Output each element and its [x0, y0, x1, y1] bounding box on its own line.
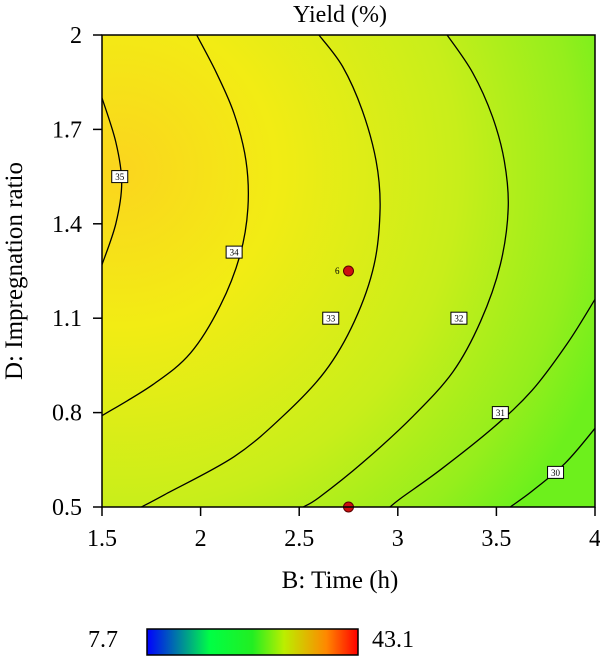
contour-label-text: 30 — [551, 468, 561, 478]
chart-title: Yield (%) — [293, 2, 387, 28]
y-tick-label: 1.4 — [52, 212, 82, 238]
x-tick-label: 2 — [195, 526, 207, 552]
contour-labels: 35 34 33 32 31 30 — [111, 170, 565, 479]
contour-label-34: 34 — [225, 245, 243, 259]
colorbar-max-label: 43.1 — [372, 627, 414, 653]
y-axis-ticks: 0.5 0.8 1.1 1.4 1.7 2 — [52, 23, 102, 521]
design-point-count: 6 — [335, 266, 340, 276]
contour-label-text: 32 — [454, 314, 463, 324]
contour-label-text: 34 — [230, 248, 240, 258]
contour-line-32 — [302, 35, 509, 507]
x-tick-label: 1.5 — [87, 526, 117, 552]
contour-line-33 — [141, 35, 381, 507]
y-tick-label: 0.5 — [52, 495, 82, 521]
colorbar — [146, 628, 359, 656]
contour-label-33: 33 — [322, 311, 340, 325]
contour-line-34 — [102, 35, 249, 417]
contour-label-text: 31 — [496, 408, 505, 418]
plot-frame — [101, 34, 596, 508]
y-tick-label: 1.1 — [52, 306, 82, 332]
x-tick-label: 2.5 — [284, 526, 314, 552]
x-tick-label: 4 — [589, 526, 600, 552]
x-axis-ticks: 1.5 2 2.5 3 3.5 4 — [87, 507, 600, 552]
contour-label-30: 30 — [547, 465, 565, 479]
x-axis-label: B: Time (h) — [282, 567, 399, 594]
x-tick-label: 3 — [392, 526, 404, 552]
x-tick-label: 3.5 — [481, 526, 511, 552]
contour-label-32: 32 — [450, 311, 468, 325]
contour-label-text: 33 — [326, 314, 336, 324]
contour-label-35: 35 — [111, 170, 129, 184]
contour-label-31: 31 — [491, 406, 509, 420]
y-tick-label: 1.7 — [52, 117, 82, 143]
design-point — [343, 265, 354, 277]
contour-line-31 — [389, 298, 595, 507]
contour-label-text: 35 — [115, 172, 125, 182]
y-tick-label: 0.8 — [52, 401, 82, 427]
y-axis-label: D: Impregnation ratio — [1, 162, 28, 380]
y-tick-label: 2 — [70, 23, 82, 49]
colorbar-min-label: 7.7 — [88, 627, 118, 653]
